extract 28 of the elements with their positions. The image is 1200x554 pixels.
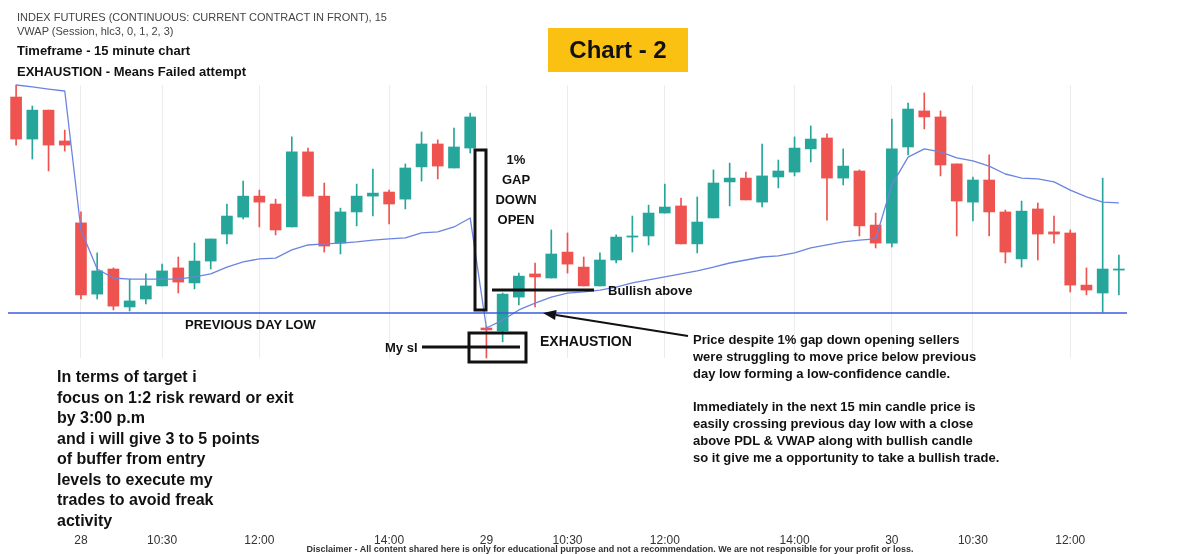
annotation: 1% GAP DOWN OPEN [494, 151, 538, 229]
text: In terms of target i focus on 1:2 risk reward or exit by 3:00 p.m and i will give 3 to 5 points of buffer from entry levels to execute my trades to avoid freak activity [57, 367, 294, 531]
text: VWAP (Session, hlc3, 0, 1, 2, 3) [17, 25, 174, 37]
x-tick-label: 28 [74, 532, 88, 547]
text: EXHAUSTION - Means Failed attempt [17, 64, 246, 79]
x-tick-label: 12:00 [244, 532, 275, 547]
text: Immediately in the next 15 min candle price is easily crossing previous day low with a close above PDL & VWAP along with bullish candle so it give me a opportunity to take a bullish trade. [693, 398, 1000, 466]
chart-title: Chart - 2 [548, 28, 688, 72]
annotation: My sl [385, 340, 418, 355]
annotation: EXHAUSTION [540, 333, 632, 349]
annotation: Price despite 1% gap down opening sellers were struggling to move price below previous day low forming a low-confidence candle. [693, 331, 977, 382]
candlestick [918, 92, 931, 130]
candlestick [1096, 177, 1109, 313]
candlestick [772, 159, 785, 189]
ref-line-label: PREVIOUS DAY LOW [185, 317, 316, 332]
text: Disclaimer - All content shared here is only for educational purpose and not a recommendation. We are not responsible for your profit or loss. [306, 544, 914, 554]
chart-subtitle: INDEX FUTURES (CONTINUOUS: CURRENT CONTRACT IN FRONT), 15 [17, 11, 387, 23]
x-tick-label: 10:30 [147, 532, 178, 547]
x-tick-label: 12:00 [1055, 532, 1086, 547]
x-tick-label: 14:00 [374, 532, 405, 547]
candlestick [723, 162, 736, 207]
x-tick-label: 12:00 [649, 532, 681, 547]
x-tick-label: 10:30 [552, 532, 583, 547]
annotation: Bullish above [608, 283, 693, 298]
x-tick-label: 29 [479, 532, 494, 547]
x-tick-label: 10:30 [957, 532, 989, 547]
text: Timeframe - 15 minute chart [17, 43, 191, 58]
candlestick [658, 183, 671, 214]
